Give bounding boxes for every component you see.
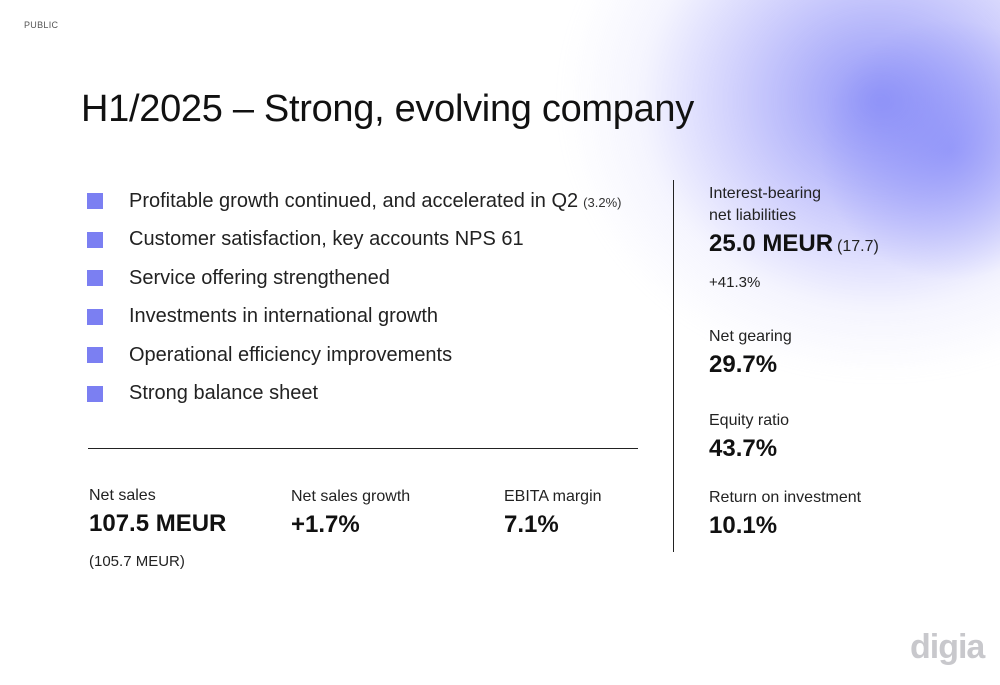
kpi-value: 7.1%	[504, 511, 559, 538]
kpi-comparison: (105.7 MEUR)	[89, 553, 185, 570]
bullet-square-icon	[87, 347, 103, 364]
bullet-square-icon	[87, 385, 103, 402]
kpi-previous-value: (17.7)	[837, 238, 879, 255]
horizontal-divider	[88, 448, 638, 449]
bullet-square-icon	[87, 308, 103, 325]
highlights-list: Profitable growth continued, and acceler…	[87, 182, 621, 413]
kpi-value: +1.7%	[291, 511, 360, 538]
kpi-change: +41.3%	[709, 274, 761, 291]
bullet-square-icon	[87, 193, 103, 210]
kpi-ebita-margin: EBITA margin 7.1%	[504, 486, 602, 542]
classification-label: PUBLIC	[24, 20, 59, 30]
kpi-return-on-investment: Return on investment 10.1%	[709, 487, 861, 543]
kpi-value: 107.5 MEUR	[89, 510, 227, 537]
bullet-subnote: (3.2%)	[583, 194, 622, 210]
kpi-label-line2: net liabilities	[709, 207, 797, 224]
list-item: Customer satisfaction, key accounts NPS …	[87, 221, 621, 260]
kpi-label: Net sales growth	[291, 488, 411, 505]
digia-logo: digia	[910, 628, 985, 666]
list-item: Profitable growth continued, and acceler…	[87, 182, 621, 221]
kpi-value-row: 25.0 MEUR (17.7)	[709, 227, 879, 264]
bullet-square-icon	[87, 270, 103, 287]
bullet-square-icon	[87, 231, 103, 248]
list-item: Operational efficiency improvements	[87, 336, 621, 375]
kpi-value: 29.7%	[709, 351, 778, 378]
kpi-value: 25.0 MEUR	[709, 230, 834, 257]
list-item: Strong balance sheet	[87, 375, 621, 414]
list-item: Service offering strengthened	[87, 259, 621, 298]
bullet-text: Profitable growth continued, and acceler…	[129, 189, 622, 212]
kpi-label-line1: Interest-bearing	[709, 185, 822, 202]
kpi-label: Equity ratio	[709, 412, 790, 429]
bullet-text: Customer satisfaction, key accounts NPS …	[129, 228, 524, 251]
bullet-text: Operational efficiency improvements	[129, 343, 453, 366]
kpi-equity-ratio: Equity ratio 43.7%	[709, 410, 789, 466]
kpi-label: EBITA margin	[504, 488, 602, 505]
bullet-text: Service offering strengthened	[129, 266, 390, 289]
kpi-label: Return on investment	[709, 489, 862, 506]
vertical-divider	[673, 180, 674, 552]
kpi-net-sales: Net sales 107.5 MEUR (105.7 MEUR)	[89, 485, 226, 570]
slide-title: H1/2025 – Strong, evolving company	[81, 88, 694, 130]
kpi-net-gearing: Net gearing 29.7%	[709, 326, 792, 382]
list-item: Investments in international growth	[87, 298, 621, 337]
kpi-label: Net gearing	[709, 328, 792, 345]
kpi-net-sales-growth: Net sales growth +1.7%	[291, 486, 410, 542]
kpi-value: 43.7%	[709, 435, 778, 462]
kpi-interest-bearing-net-liabilities: Interest-bearing net liabilities 25.0 ME…	[709, 183, 879, 291]
bullet-text: Investments in international growth	[129, 305, 439, 328]
bullet-text: Strong balance sheet	[129, 382, 319, 405]
kpi-label: Net sales	[89, 487, 156, 504]
kpi-value: 10.1%	[709, 512, 778, 539]
